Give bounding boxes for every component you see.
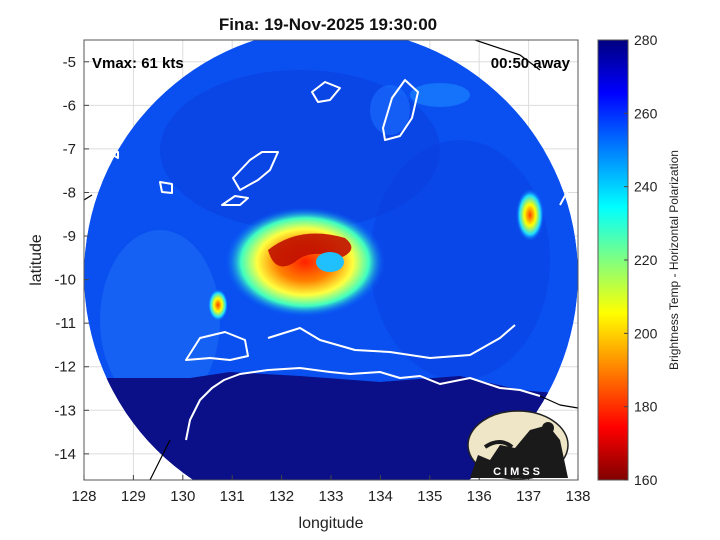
x-tick-label: 129 bbox=[121, 488, 146, 505]
colorbar-tick-label: 160 bbox=[634, 472, 658, 488]
x-tick-label: 133 bbox=[318, 488, 343, 505]
y-axis-ticks: -5 -6 -7 -8 -9 -10 -11 -12 -13 -14 bbox=[54, 54, 89, 463]
storm-convection bbox=[225, 207, 385, 317]
y-tick-label: -9 bbox=[63, 228, 76, 245]
colorbar-label: Brightness Temp - Horizontal Polarizatio… bbox=[667, 150, 681, 370]
x-tick-label: 137 bbox=[516, 488, 541, 505]
x-axis-label: longitude bbox=[299, 515, 364, 532]
vmax-annotation: Vmax: 61 kts bbox=[92, 55, 184, 72]
y-tick-label: -13 bbox=[54, 402, 76, 419]
time-away-annotation: 00:50 away bbox=[491, 55, 571, 72]
x-tick-label: 134 bbox=[368, 488, 393, 505]
colorbar-tick-label: 280 bbox=[634, 32, 658, 48]
x-tick-label: 132 bbox=[269, 488, 294, 505]
x-tick-label: 135 bbox=[417, 488, 442, 505]
x-tick-label: 136 bbox=[467, 488, 492, 505]
colorbar-ticks: 160 180 200 220 240 260 280 bbox=[624, 32, 658, 488]
logo-text: CIMSS bbox=[493, 466, 543, 478]
cimss-logo: CIMSS bbox=[467, 410, 569, 480]
plot-area bbox=[84, 40, 578, 480]
coastlines bbox=[84, 40, 578, 480]
y-tick-label: -7 bbox=[63, 141, 76, 158]
y-tick-label: -8 bbox=[63, 184, 76, 201]
y-tick-label: -11 bbox=[55, 315, 76, 332]
y-tick-label: -10 bbox=[54, 272, 76, 289]
y-tick-label: -12 bbox=[54, 359, 76, 376]
convective-cell-east bbox=[516, 189, 544, 241]
storm-eye bbox=[316, 252, 344, 272]
colorbar-tick-label: 260 bbox=[634, 105, 658, 121]
colorbar-tick-label: 220 bbox=[634, 252, 658, 268]
colorbar-tick-label: 180 bbox=[634, 399, 658, 415]
x-tick-label: 138 bbox=[565, 488, 590, 505]
y-axis-label: latitude bbox=[28, 234, 45, 286]
x-axis-ticks: 128 129 130 131 132 133 134 135 136 137 138 bbox=[71, 475, 591, 505]
y-tick-label: -5 bbox=[63, 54, 76, 71]
colorbar-tick-label: 240 bbox=[634, 179, 658, 195]
colorbar-tick-label: 200 bbox=[634, 325, 658, 341]
colorbar bbox=[597, 39, 629, 481]
x-tick-label: 128 bbox=[71, 488, 96, 505]
microwave-swath bbox=[84, 40, 578, 480]
x-tick-label: 131 bbox=[220, 488, 245, 505]
y-tick-label: -14 bbox=[54, 446, 76, 463]
chart-title: Fina: 19-Nov-2025 19:30:00 bbox=[219, 15, 437, 34]
y-tick-label: -6 bbox=[63, 97, 76, 114]
convective-cell-west bbox=[208, 289, 228, 321]
x-tick-label: 130 bbox=[170, 488, 195, 505]
